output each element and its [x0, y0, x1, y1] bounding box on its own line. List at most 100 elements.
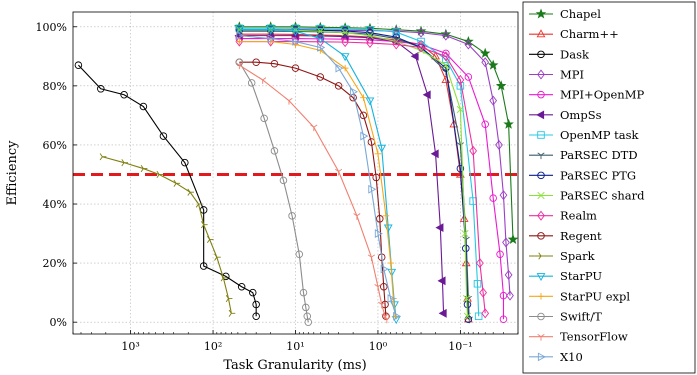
circle-marker: [489, 194, 497, 202]
triangle-right-marker: [236, 31, 245, 41]
circle-marker: [303, 312, 312, 321]
circle-marker: [97, 85, 105, 93]
diamond-marker: [537, 69, 545, 80]
series-line: [239, 26, 514, 240]
circle-marker: [380, 282, 388, 291]
diamond-marker: [502, 237, 510, 248]
legend-label: Charm++: [560, 27, 619, 41]
diamond-marker: [489, 95, 498, 106]
tri-down-marker: [235, 62, 243, 70]
legend-label: Spark: [560, 249, 596, 263]
triangle-right-marker: [374, 229, 383, 238]
x-marker: [316, 27, 324, 35]
triangle-down-marker: [536, 273, 546, 282]
diamond-marker: [481, 308, 490, 319]
diamond-marker: [506, 290, 514, 301]
tri-right-marker: [228, 309, 236, 317]
legend-item: Realm: [529, 209, 597, 223]
circle-marker: [247, 79, 256, 87]
circle-marker: [74, 61, 83, 69]
tri-right-marker: [140, 165, 148, 173]
triangle-down-marker: [387, 268, 397, 277]
circle-marker: [295, 250, 304, 258]
tri-down-marker: [335, 168, 343, 176]
tri-down-marker: [353, 213, 361, 220]
circle-marker: [279, 176, 288, 185]
circle-marker: [496, 250, 504, 258]
legend-label: OmpSs: [560, 108, 602, 122]
legend-label: Swift/T: [560, 310, 602, 324]
circle-marker: [270, 147, 279, 155]
plot-frame: [72, 11, 519, 335]
triangle-left-marker: [410, 51, 419, 61]
triangle-right-marker: [267, 34, 276, 43]
circle-marker: [499, 315, 508, 323]
triangle-down-marker: [340, 53, 350, 62]
triangle-marker: [536, 29, 546, 38]
diamond-marker: [441, 30, 450, 41]
circle-marker: [120, 90, 128, 99]
series-line: [102, 156, 232, 314]
legend-item: MPI+OpenMP: [529, 88, 644, 102]
circle-marker: [288, 212, 296, 220]
square-marker: [392, 28, 400, 36]
series-group: [74, 21, 518, 326]
series-dask: [74, 61, 260, 321]
circle-marker: [359, 111, 368, 120]
series-tensorflow: [235, 62, 391, 324]
diamond-marker: [469, 145, 478, 156]
diamond-marker: [417, 27, 425, 38]
tri-down-marker: [285, 97, 293, 105]
y-tick-label: 100%: [36, 21, 67, 34]
triangle-right-marker: [292, 37, 301, 46]
plus-marker: [360, 94, 367, 101]
tri-right-marker: [121, 159, 129, 167]
triangle-down-marker: [315, 35, 325, 44]
square-marker: [537, 131, 545, 139]
x-tick-label: 10⁻¹: [448, 340, 472, 353]
legend-label: Chapel: [560, 7, 601, 21]
legend-box: [522, 1, 696, 374]
star-marker: [507, 233, 518, 244]
series-regent: [235, 58, 390, 321]
circle-marker: [199, 262, 208, 270]
star-marker: [487, 59, 499, 70]
diamond-marker: [417, 42, 425, 53]
legend-item: StarPU expl: [529, 289, 630, 303]
diamond-marker: [392, 39, 401, 50]
triangle-right-marker: [380, 264, 389, 274]
legend: Chapel Charm++ Dask MPI MPI+OpenMP OmpSs OpenM…: [522, 1, 696, 374]
circle-marker: [537, 232, 545, 240]
legend-label: MPI+OpenMP: [560, 88, 644, 102]
circle-marker: [252, 300, 260, 309]
legend-label: X10: [560, 350, 583, 364]
series-line: [239, 27, 480, 317]
x-tick-label: 10²: [204, 340, 222, 353]
series-parsec-shard: [235, 26, 472, 320]
star-marker: [503, 118, 514, 129]
tri-right-marker: [156, 170, 164, 179]
legend-item: Charm++: [529, 27, 619, 41]
series-openmp-task: [235, 24, 483, 321]
legend-label: OpenMP task: [560, 128, 640, 142]
tri-right-marker: [220, 274, 228, 282]
y-tick-label: 40%: [43, 198, 67, 211]
tri-down-marker: [367, 254, 375, 262]
legend-item: Swift/T: [529, 310, 602, 324]
star-marker: [535, 8, 547, 19]
x-marker: [463, 312, 472, 320]
circle-marker: [537, 90, 545, 99]
tri-down-marker: [259, 77, 267, 84]
circle-marker: [181, 158, 189, 167]
circle-marker: [252, 312, 260, 321]
circle-marker: [481, 120, 489, 129]
plus-marker: [374, 150, 382, 158]
y-tick-label: 80%: [43, 80, 67, 93]
circle-marker: [260, 114, 268, 123]
circle-marker: [316, 26, 325, 35]
diamond-marker: [464, 39, 473, 50]
circle-marker: [537, 171, 545, 180]
x-axis-label: Task Granularity (ms): [223, 358, 366, 373]
circle-marker: [291, 64, 300, 72]
circle-marker: [159, 132, 168, 140]
